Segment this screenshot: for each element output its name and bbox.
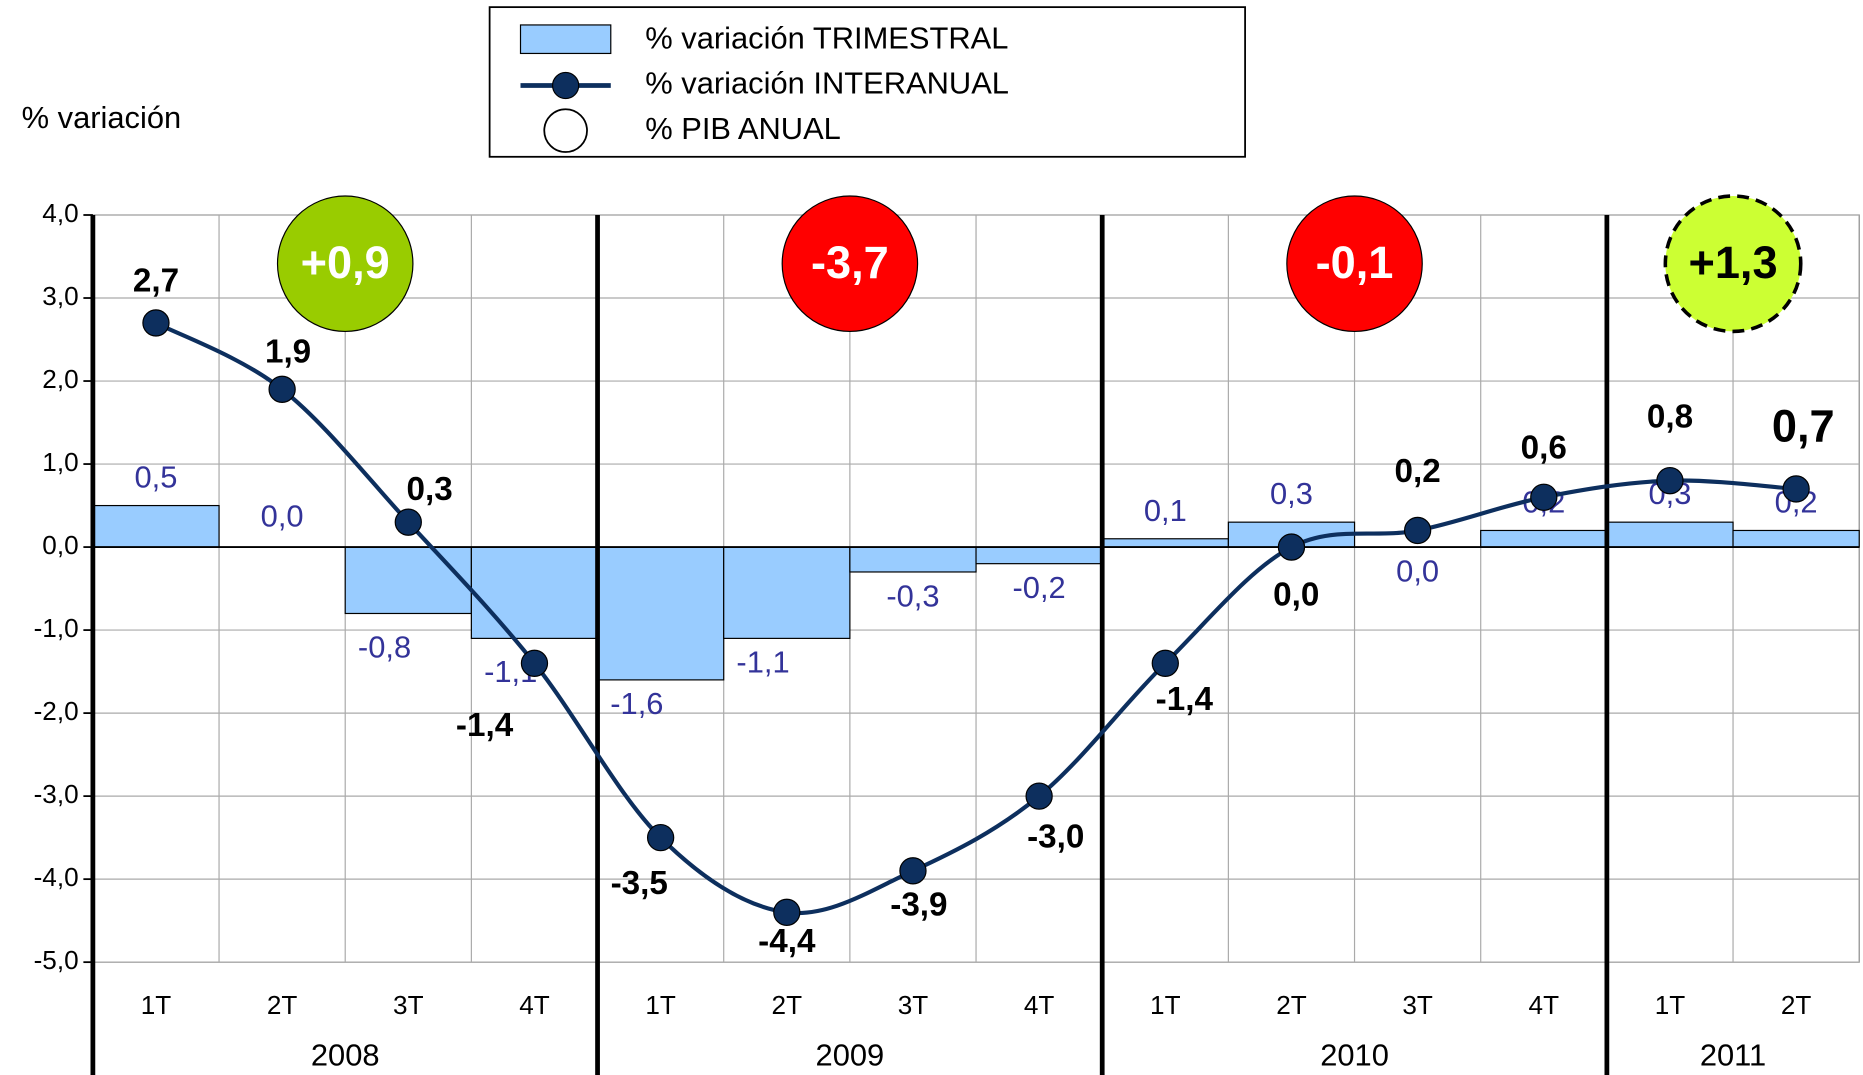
interanual-value-label: 0,7 (1772, 400, 1835, 451)
legend-marker (551, 71, 580, 100)
year-label: 2011 (1700, 1037, 1766, 1072)
y-tick-label: 2,0 (42, 364, 78, 394)
x-tick-label: 2T (1781, 990, 1812, 1020)
interanual-value-label: -1,4 (456, 707, 514, 744)
bar (1101, 538, 1229, 548)
legend-label: % variación TRIMESTRAL (645, 21, 1008, 56)
interanual-value-label: 0,8 (1647, 399, 1693, 436)
interanual-value-label: -1,4 (1156, 681, 1214, 718)
interanual-value-label: 0,0 (1273, 577, 1319, 614)
x-tick-label: 3T (898, 990, 929, 1020)
y-tick-label: 0,0 (42, 530, 78, 560)
bar-value-label: 0,1 (1144, 493, 1187, 528)
y-tick-label: -5,0 (34, 945, 79, 975)
interanual-value-label: -3,5 (611, 865, 668, 902)
annual-gdp-circle (781, 195, 919, 333)
annual-gdp-label: +1,3 (1688, 237, 1777, 288)
x-tick-label: 1T (1150, 990, 1181, 1020)
annual-gdp-label: -0,1 (1316, 237, 1394, 288)
interanual-marker (1403, 516, 1432, 545)
annual-gdp-circle (1286, 195, 1423, 333)
bar-value-label: -1,1 (736, 645, 789, 680)
interanual-marker (1656, 466, 1684, 495)
y-tick-label: -3,0 (34, 779, 79, 809)
year-label: 2008 (311, 1037, 380, 1072)
interanual-marker (1151, 649, 1179, 677)
legend-label: % variación INTERANUAL (645, 66, 1009, 101)
interanual-value-label: 0,3 (407, 471, 453, 508)
x-tick-label: 1T (141, 990, 172, 1020)
interanual-marker (773, 898, 801, 927)
legend-box (488, 6, 1246, 158)
interanual-marker (520, 649, 549, 677)
interanual-marker (1782, 475, 1810, 503)
interanual-marker (142, 309, 170, 337)
bar (849, 546, 977, 573)
bar-value-label: -1,6 (610, 686, 663, 721)
interanual-value-label: -3,0 (1027, 819, 1084, 856)
x-tick-label: 1T (1655, 990, 1686, 1020)
interanual-marker (646, 823, 675, 852)
x-tick-label: 4T (1529, 990, 1560, 1020)
year-label: 2009 (816, 1037, 885, 1072)
x-tick-label: 4T (519, 990, 550, 1020)
interanual-marker (1277, 533, 1306, 561)
x-tick-label: 2T (1276, 990, 1307, 1020)
annual-gdp-circle (276, 195, 414, 333)
interanual-value-label: 0,2 (1395, 453, 1441, 490)
bar-value-label: -0,3 (886, 578, 939, 613)
bar (92, 504, 220, 548)
bar (596, 546, 725, 681)
x-tick-label: 1T (645, 990, 676, 1020)
y-tick-label: -2,0 (34, 696, 79, 726)
interanual-marker (394, 508, 422, 536)
bar (1732, 529, 1860, 548)
annual-gdp-label: +0,9 (301, 237, 390, 288)
bar (975, 546, 1103, 565)
annual-gdp-label: -3,7 (811, 237, 889, 288)
x-tick-label: 4T (1024, 990, 1055, 1020)
interanual-value-label: 1,9 (265, 333, 311, 370)
bar-value-label: 0,0 (261, 499, 304, 534)
legend: % variación TRIMESTRAL % variación INTERA… (488, 6, 1246, 158)
legend-swatch (519, 24, 612, 55)
bar (344, 546, 472, 615)
x-tick-label: 3T (1402, 990, 1433, 1020)
interanual-marker (268, 375, 296, 403)
legend-circle (543, 108, 588, 153)
bar (723, 546, 851, 639)
x-tick-label: 2T (267, 990, 298, 1020)
y-tick-label: 4,0 (42, 198, 78, 228)
interanual-value-label: 0,6 (1521, 430, 1567, 467)
interanual-value-label: -4,4 (758, 923, 816, 960)
y-axis-label: % variación (22, 100, 182, 135)
year-label: 2010 (1320, 1037, 1389, 1072)
interanual-value-label: 2,7 (133, 262, 179, 299)
interanual-marker (1530, 483, 1558, 511)
bar (1606, 521, 1734, 548)
bar-value-label: -0,8 (358, 629, 411, 664)
interanual-marker (1025, 782, 1053, 810)
legend-label: % PIB ANUAL (645, 111, 841, 146)
interanual-value-label: -3,9 (890, 886, 947, 923)
y-tick-label: -4,0 (34, 862, 79, 892)
x-tick-label: 2T (772, 990, 803, 1020)
interanual-marker (899, 857, 927, 885)
x-tick-label: 3T (393, 990, 424, 1020)
y-tick-label: 3,0 (42, 281, 78, 311)
annual-gdp-circle (1663, 194, 1803, 334)
bar-value-label: 0,0 (1396, 553, 1439, 588)
bar (1480, 529, 1608, 548)
bar-value-label: 0,5 (135, 460, 178, 495)
bar (470, 546, 599, 639)
bar-value-label: 0,3 (1270, 476, 1313, 511)
y-tick-label: 1,0 (42, 447, 78, 477)
bar-value-label: -0,2 (1013, 570, 1066, 605)
y-tick-label: -1,0 (34, 613, 79, 643)
